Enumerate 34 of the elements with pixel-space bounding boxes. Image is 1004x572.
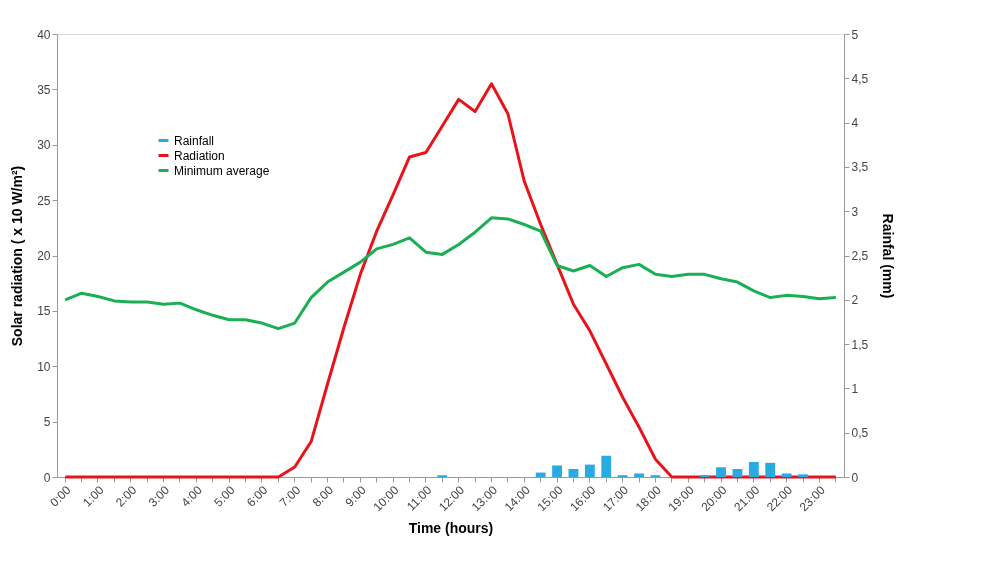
y2-tick-label: 3 xyxy=(851,204,859,219)
y2-tick-label: 1,5 xyxy=(851,337,869,352)
y2-tick-label: 1 xyxy=(851,381,859,396)
y-tick-label: 15 xyxy=(37,304,51,319)
y2-tick-label: 4,5 xyxy=(851,71,869,86)
x-tick-label: 8:00 xyxy=(309,482,337,510)
x-tick-label: 9:00 xyxy=(342,482,370,510)
y-tick-label: 10 xyxy=(37,359,51,374)
y-axis-title: Solar radiation ( x 10 W/m²) xyxy=(9,165,26,347)
y2-tick-label: 2 xyxy=(851,293,859,308)
line-series xyxy=(63,216,838,331)
y-tick-label: 35 xyxy=(37,82,51,97)
y2-tick-label: 2,5 xyxy=(851,249,869,263)
x-tick-label: 4:00 xyxy=(178,482,206,510)
legend-label: Rainfall xyxy=(174,133,215,148)
x-tick-label: 7:00 xyxy=(276,482,304,510)
y2-tick-label: 5 xyxy=(851,27,859,42)
y-tick-label: 0 xyxy=(43,470,51,485)
legend-label: Minimum average xyxy=(174,163,270,178)
y2-tick-label: 0,5 xyxy=(851,426,869,441)
y-tick-label: 5 xyxy=(43,415,51,430)
y-tick-label: 20 xyxy=(37,249,51,263)
x-axis-title: Time (hours) xyxy=(408,519,494,536)
y-tick-label: 25 xyxy=(37,193,51,208)
y2-tick-label: 0 xyxy=(851,470,859,485)
line-series xyxy=(63,82,838,479)
x-tick-label: 0:00 xyxy=(47,482,74,510)
y2-tick-label: 4 xyxy=(851,116,859,131)
y2-axis-title: Rainfal (mm) xyxy=(880,213,897,299)
y-tick-label: 40 xyxy=(37,27,51,42)
x-tick-label: 6:00 xyxy=(244,482,271,510)
y-tick-label: 30 xyxy=(37,138,51,153)
legend-label: Radiation xyxy=(174,148,225,163)
y2-tick-label: 3,5 xyxy=(851,160,869,175)
